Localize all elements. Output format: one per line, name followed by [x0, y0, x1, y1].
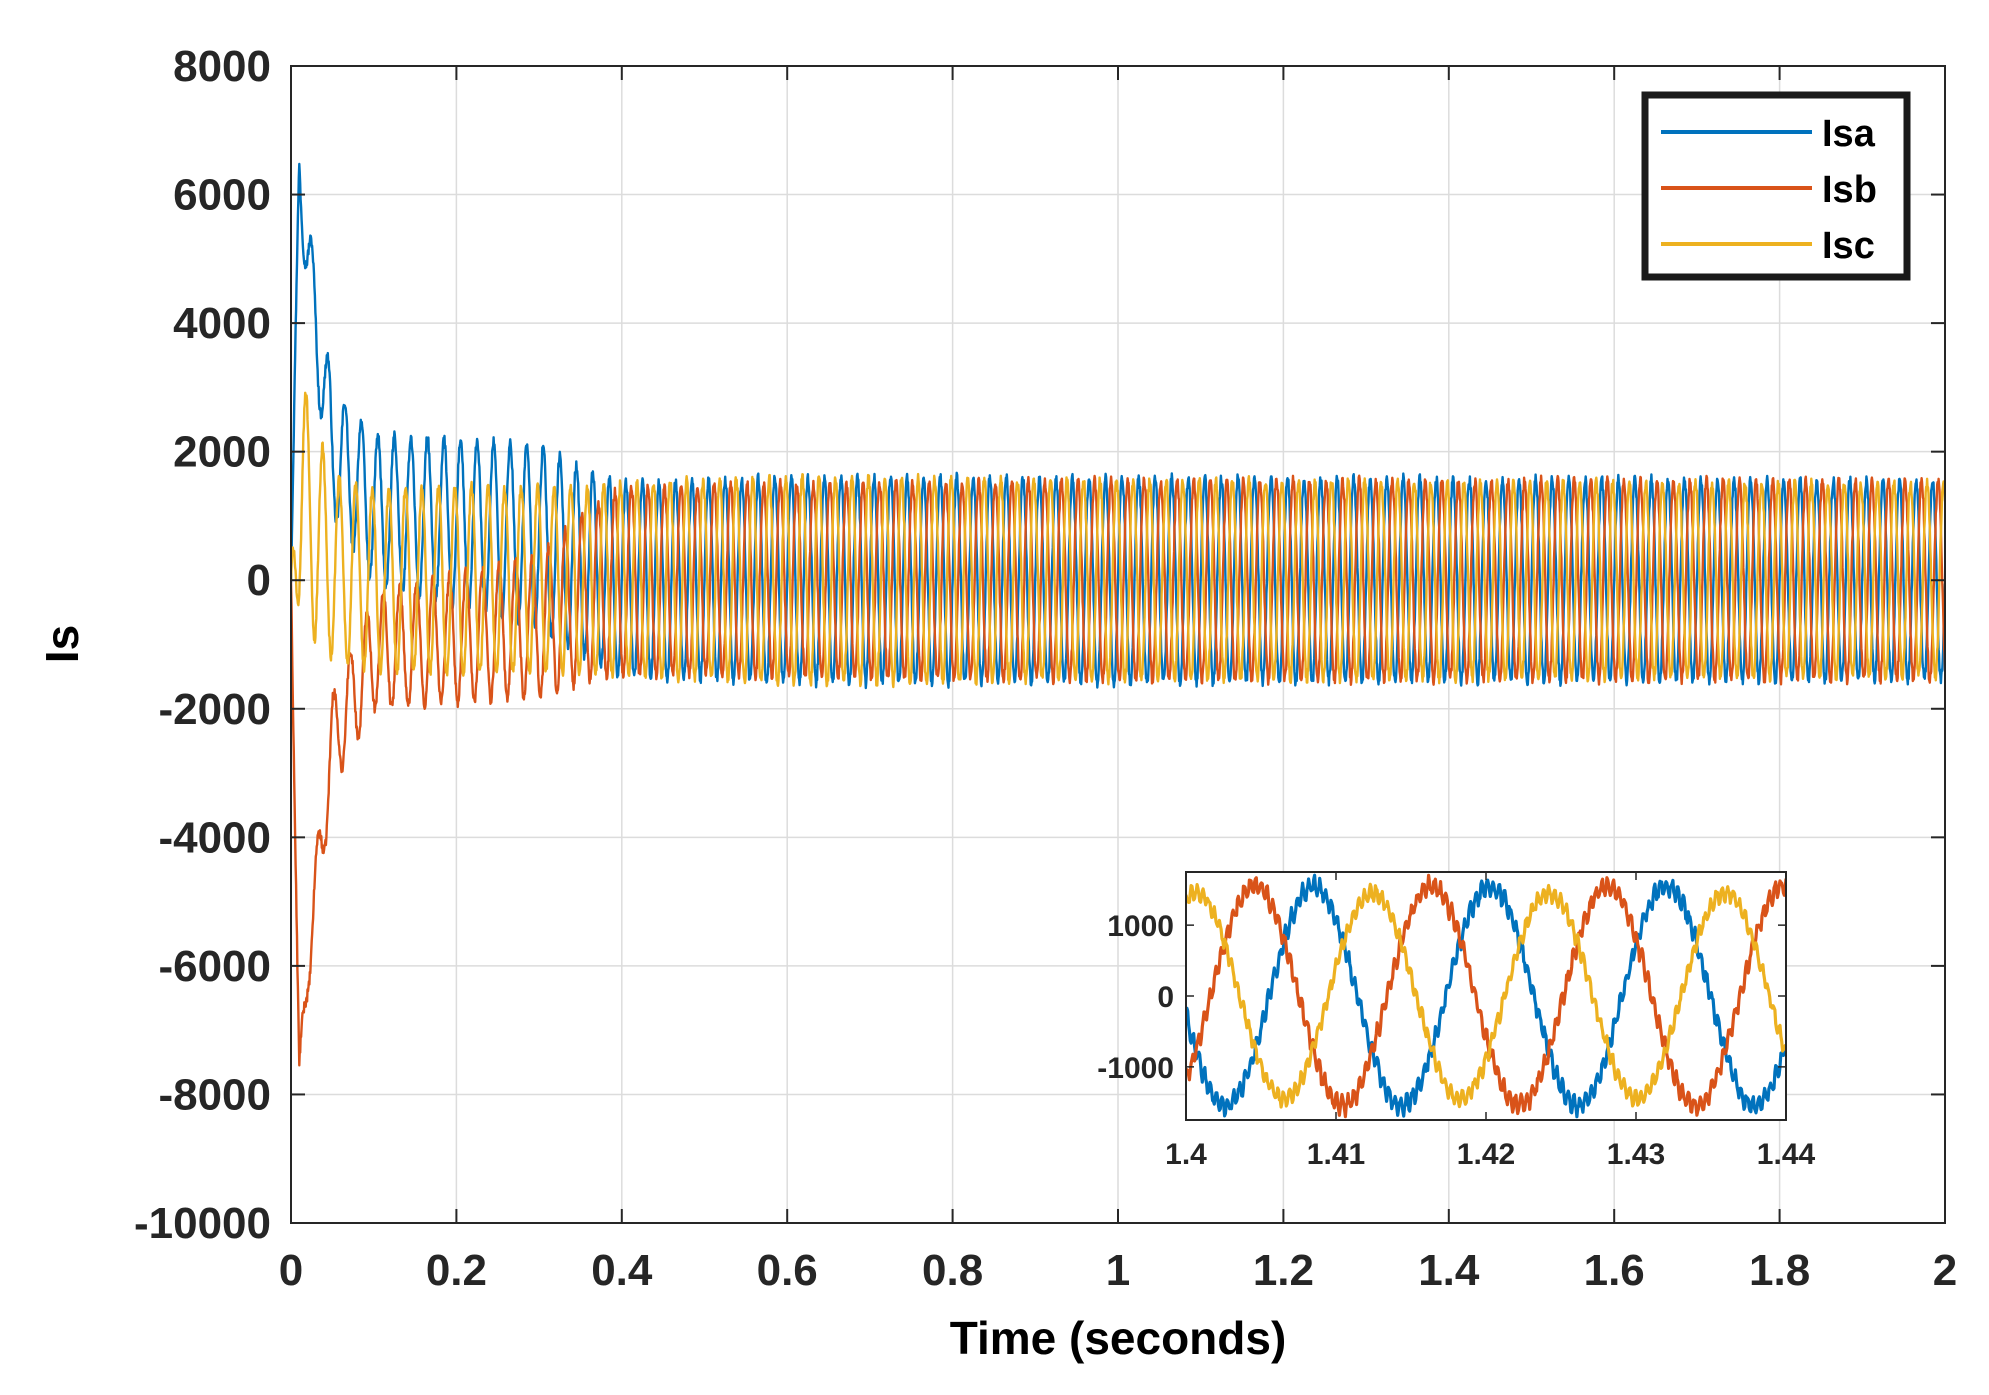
series-line-isa: [291, 162, 1945, 690]
x-tick-label: 2: [1933, 1246, 1957, 1295]
x-tick-label: 1.6: [1584, 1246, 1645, 1295]
inset-series: [1186, 873, 1786, 1119]
inset-x-tick-label: 1.43: [1607, 1138, 1665, 1171]
inset-y-tick-label: 1000: [1107, 910, 1174, 943]
x-tick-labels: 0 0.2 0.4 0.6 0.8 1 1.2 1.4 1.6 1.8 2: [279, 1246, 1957, 1295]
y-tick-label: -10000: [134, 1199, 271, 1248]
inset-y-tick-label: 0: [1157, 981, 1174, 1014]
x-tick-label: 1: [1106, 1246, 1130, 1295]
series-line-isc: [291, 391, 1945, 689]
y-tick-label: 8000: [173, 42, 271, 91]
inset-chart: 1.4 1.41 1.42 1.43 1.44 -1000 0 1000: [1097, 871, 1816, 1171]
inset-y-tick-labels: -1000 0 1000: [1097, 910, 1174, 1085]
y-tick-label: 6000: [173, 171, 271, 220]
legend: Isa Isb Isc: [1641, 91, 1911, 281]
inset-x-tick-labels: 1.4 1.41 1.42 1.43 1.44: [1165, 1138, 1815, 1171]
x-tick-label: 0.2: [426, 1246, 487, 1295]
y-tick-labels: -10000 -8000 -6000 -4000 -2000 0 2000 4000 6000 8…: [134, 42, 271, 1248]
inset-series-line-isa: [1186, 873, 1786, 1119]
inset-x-tick-label: 1.44: [1757, 1138, 1816, 1171]
x-tick-label: 1.2: [1253, 1246, 1314, 1295]
x-tick-label: 1.4: [1418, 1246, 1480, 1295]
inset-ticks: [1185, 872, 1787, 1120]
main-chart: 0 0.2 0.4 0.6 0.8 1 1.2 1.4 1.6 1.8 2 -10000-8000-…: [36, 42, 1957, 1364]
x-tick-label: 0.6: [757, 1246, 818, 1295]
y-tick-label: 0: [247, 556, 271, 605]
y-tick-label: 4000: [173, 299, 271, 348]
y-tick-label: -2000: [158, 685, 271, 734]
inset-x-tick-label: 1.41: [1307, 1138, 1365, 1171]
x-tick-label: 0.4: [591, 1246, 653, 1295]
y-tick-label: -4000: [158, 813, 271, 862]
inset-y-tick-label: -1000: [1097, 1052, 1174, 1085]
y-tick-label: 2000: [173, 428, 271, 477]
legend-label-isc: Isc: [1822, 225, 1875, 267]
main-series: [291, 162, 1945, 1067]
inset-series-line-isc: [1186, 882, 1786, 1109]
x-axis-label: Time (seconds): [950, 1312, 1287, 1364]
main-ticks: [290, 65, 1946, 1224]
y-tick-label: -8000: [158, 1070, 271, 1119]
x-tick-label: 0: [279, 1246, 303, 1295]
legend-label-isb: Isb: [1822, 169, 1877, 211]
legend-label-isa: Isa: [1822, 113, 1876, 155]
inset-x-tick-label: 1.42: [1457, 1138, 1515, 1171]
x-tick-label: 0.8: [922, 1246, 983, 1295]
inset-series-line-isb: [1186, 873, 1786, 1119]
x-tick-label: 1.8: [1749, 1246, 1810, 1295]
inset-plot-area: [1186, 872, 1786, 1120]
y-axis-label: Is: [36, 625, 88, 663]
y-tick-label: -6000: [158, 942, 271, 991]
inset-x-tick-label: 1.4: [1165, 1138, 1207, 1171]
